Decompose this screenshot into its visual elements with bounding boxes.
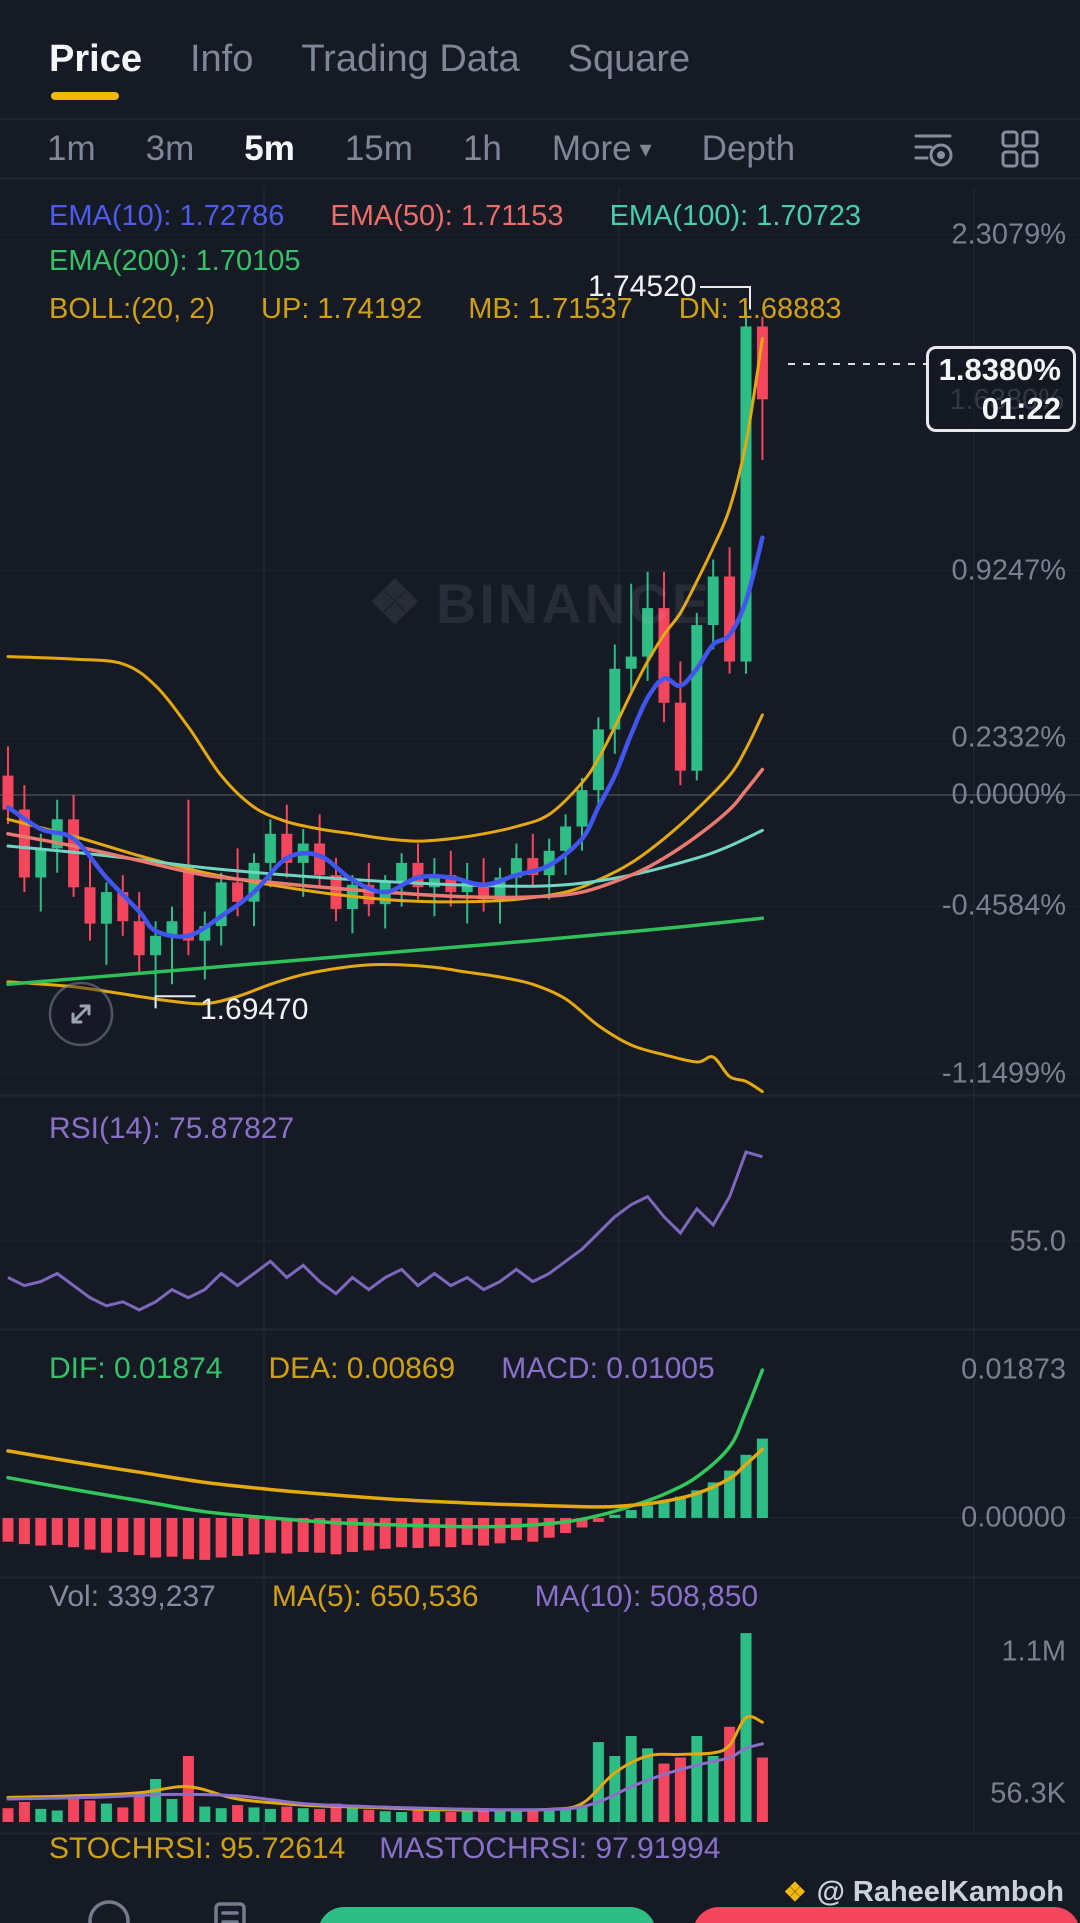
ema200-legend-row: EMA(200): 1.70105: [49, 245, 300, 278]
price-axis-label: 0.9247%: [951, 554, 1067, 587]
tab-price[interactable]: Price: [49, 0, 142, 118]
tab-info[interactable]: Info: [189, 37, 254, 80]
volume-axis-bottom-label: 56.3K: [990, 1777, 1066, 1810]
emoticon-icon: [88, 1900, 130, 1923]
buy-button[interactable]: [318, 1907, 656, 1923]
emoticon-button[interactable]: [87, 1899, 131, 1923]
rsi-axis-label: 55.0: [1009, 1225, 1066, 1258]
binance-watermark-text: BINANCE: [435, 571, 712, 635]
crosshair-price-badge: 1.8380% 01:22: [926, 346, 1076, 432]
more-dropdown-label: More: [551, 129, 632, 168]
dea-label: DEA: 0.00869: [268, 1352, 456, 1385]
fullscreen-expand-button[interactable]: [46, 979, 116, 1049]
dif-label: DIF: 0.01874: [49, 1352, 223, 1385]
price-axis-label: 0.2332%: [951, 721, 1067, 754]
timeframe-3m[interactable]: 3m: [145, 129, 195, 168]
rsi-label-row: RSI(14): 75.87827: [49, 1112, 294, 1146]
sell-button[interactable]: [693, 1907, 1080, 1923]
price-axis-label: 0.0000%: [951, 778, 1067, 811]
price-axis-label: -0.4584%: [941, 889, 1066, 922]
document-button[interactable]: [212, 1901, 248, 1923]
boll-up-legend: UP: 1.74192: [261, 293, 423, 325]
layout-grid-icon[interactable]: [998, 127, 1042, 171]
high-price-marker: 1.74520: [588, 270, 697, 303]
crosshair-percent: 1.8380%: [938, 352, 1061, 387]
creator-watermark: ❖ @ RaheelKamboh: [783, 1876, 1064, 1909]
timeframe-bar: 1m 3m 5m 15m 1h More ▾ Depth: [0, 120, 1080, 178]
ema50-legend: EMA(50): 1.71153: [330, 200, 564, 232]
timeframe-1h[interactable]: 1h: [462, 129, 502, 168]
ema200-legend: EMA(200): 1.70105: [49, 245, 301, 277]
expand-arrows-icon: [48, 981, 114, 1047]
macd-axis-top-label: 0.01873: [961, 1353, 1066, 1386]
tab-price-label: Price: [49, 37, 142, 80]
volume-ma10-label: MA(10): 508,850: [534, 1580, 759, 1613]
mastochrsi-label: MASTOCHRSI: 97.91994: [379, 1832, 721, 1865]
macd-axis-zero-label: 0.00000: [961, 1501, 1066, 1534]
creator-watermark-text: @ RaheelKamboh: [816, 1876, 1064, 1908]
boll-legend-row: BOLL:(20, 2) UP: 1.74192 MB: 1.71537 DN:…: [49, 293, 842, 326]
macd-label-row: DIF: 0.01874 DEA: 0.00869 MACD: 0.01005: [49, 1352, 715, 1386]
boll-mb-legend: MB: 1.71537: [468, 293, 633, 325]
price-axis-label: 2.3079%: [951, 218, 1067, 251]
volume-ma5-label: MA(5): 650,536: [271, 1580, 479, 1613]
ema10-legend: EMA(10): 1.72786: [49, 200, 285, 232]
chart-toolbar-icons: [910, 126, 1042, 172]
ema100-legend: EMA(100): 1.70723: [609, 200, 862, 232]
crosshair-time: 01:22: [981, 391, 1061, 426]
binance-watermark: ❖ BINANCE: [368, 568, 712, 638]
boll-dn-legend: DN: 1.68883: [678, 293, 842, 325]
timeframe-5m[interactable]: 5m: [244, 129, 295, 168]
caret-down-icon: ▾: [639, 135, 652, 163]
boll-legend: BOLL:(20, 2): [49, 293, 216, 325]
depth-button[interactable]: Depth: [701, 129, 796, 168]
tab-trading-data[interactable]: Trading Data: [301, 37, 520, 80]
more-dropdown[interactable]: More ▾: [552, 129, 652, 169]
active-tab-underline: [51, 92, 119, 100]
rsi-label: RSI(14): 75.87827: [49, 1112, 295, 1145]
ema-legend-row: EMA(10): 1.72786 EMA(50): 1.71153 EMA(10…: [49, 200, 861, 233]
price-axis-label: -1.1499%: [941, 1057, 1066, 1090]
document-icon: [214, 1902, 246, 1923]
top-nav: Price Info Trading Data Square: [0, 0, 1080, 120]
volume-label-row: Vol: 339,237 MA(5): 650,536 MA(10): 508,…: [49, 1580, 758, 1614]
stochrsi-label-row: STOCHRSI: 95.72614 MASTOCHRSI: 97.91994: [49, 1832, 721, 1866]
binance-logo-small-icon: ❖: [783, 1877, 807, 1907]
binance-logo-icon: ❖: [368, 569, 422, 636]
volume-label: Vol: 339,237: [49, 1580, 216, 1613]
stochrsi-label: STOCHRSI: 95.72614: [49, 1832, 346, 1865]
timeframe-1m[interactable]: 1m: [47, 129, 96, 168]
tab-square[interactable]: Square: [567, 37, 691, 80]
timeframe-15m[interactable]: 15m: [344, 129, 413, 168]
low-price-marker: 1.69470: [200, 993, 309, 1026]
macd-label: MACD: 0.01005: [501, 1352, 715, 1385]
volume-axis-top-label: 1.1M: [1001, 1635, 1066, 1668]
indicator-settings-icon[interactable]: [910, 126, 956, 172]
